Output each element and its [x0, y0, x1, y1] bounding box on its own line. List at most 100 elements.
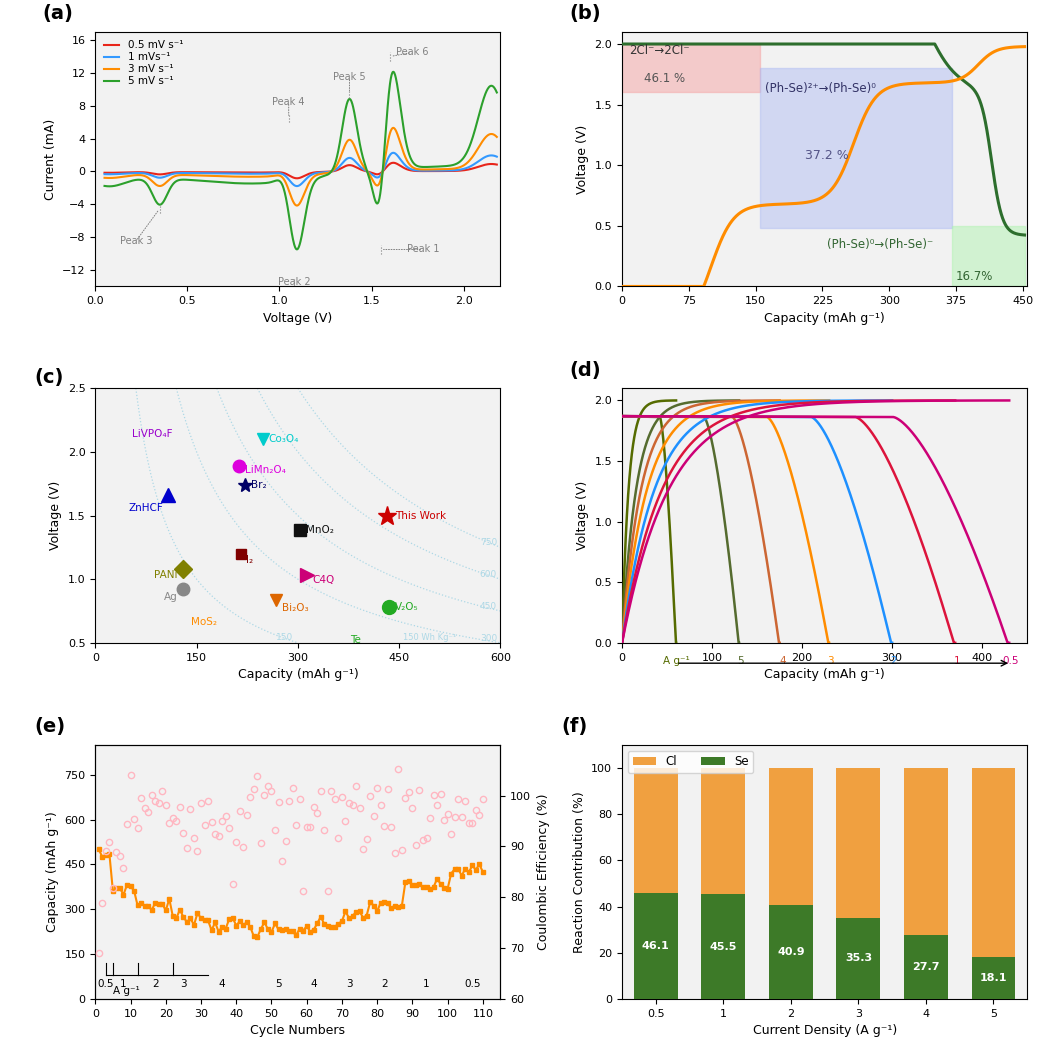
Text: (Ph-Se)⁰→(Ph-Se)⁻: (Ph-Se)⁰→(Ph-Se)⁻ — [827, 238, 933, 251]
3 mV s⁻¹ — [98, 171, 111, 184]
0.5 mV s⁻¹ — [367, 167, 380, 180]
Text: Ag: Ag — [164, 592, 178, 602]
Text: This Work: This Work — [395, 510, 446, 521]
Text: 0.5: 0.5 — [97, 979, 114, 989]
Text: 2: 2 — [151, 979, 159, 989]
3 mV s⁻¹ — [290, 199, 303, 212]
0.5 mV s⁻¹ — [257, 166, 270, 179]
Text: 3: 3 — [828, 656, 834, 665]
Text: 450: 450 — [480, 602, 497, 611]
Text: 4: 4 — [219, 979, 226, 989]
Text: 3: 3 — [180, 979, 186, 989]
Text: ZnHCF: ZnHCF — [128, 503, 163, 513]
1 mVs⁻¹ — [271, 167, 284, 180]
1 mVs⁻¹ — [387, 147, 399, 159]
Legend: 0.5 mV s⁻¹, 1 mVs⁻¹, 3 mV s⁻¹, 5 mV s⁻¹: 0.5 mV s⁻¹, 1 mVs⁻¹, 3 mV s⁻¹, 5 mV s⁻¹ — [101, 37, 186, 89]
Text: V₂O₅: V₂O₅ — [394, 603, 418, 612]
1 mVs⁻¹ — [367, 170, 380, 183]
Text: 600: 600 — [480, 570, 497, 579]
5 mV s⁻¹ — [367, 191, 380, 204]
Bar — [634, 893, 678, 999]
Text: 0.5: 0.5 — [464, 979, 481, 989]
Text: Peak 1: Peak 1 — [407, 244, 439, 254]
Text: (f): (f) — [561, 716, 588, 736]
Text: 4: 4 — [779, 656, 786, 665]
Text: A g⁻¹: A g⁻¹ — [663, 656, 689, 665]
Y-axis label: Current (mA): Current (mA) — [43, 119, 56, 200]
Text: 750: 750 — [480, 538, 497, 547]
3 mV s⁻¹ — [257, 170, 270, 183]
Line: 1 mVs⁻¹: 1 mVs⁻¹ — [105, 153, 497, 186]
5 mV s⁻¹ — [290, 243, 303, 256]
5 mV s⁻¹ — [257, 176, 270, 189]
Text: MoS₂: MoS₂ — [191, 618, 217, 627]
Text: 1: 1 — [954, 656, 961, 665]
Text: 0.5: 0.5 — [1003, 656, 1019, 665]
Text: A g⁻¹: A g⁻¹ — [113, 986, 140, 996]
0.5 mV s⁻¹ — [405, 164, 417, 176]
Text: 2Cl⁻→2Cl⁻: 2Cl⁻→2Cl⁻ — [629, 44, 689, 56]
X-axis label: Capacity (mAh g⁻¹): Capacity (mAh g⁻¹) — [765, 669, 885, 681]
Bar — [837, 917, 880, 999]
Text: I₂: I₂ — [246, 555, 253, 566]
X-axis label: Capacity (mAh g⁻¹): Capacity (mAh g⁻¹) — [237, 669, 358, 681]
Text: 27.7: 27.7 — [912, 962, 939, 973]
Line: 0.5 mV s⁻¹: 0.5 mV s⁻¹ — [105, 163, 497, 179]
Text: 3: 3 — [345, 979, 353, 989]
Bar — [837, 767, 880, 917]
Bar — [904, 767, 948, 935]
Text: Br₂: Br₂ — [251, 480, 266, 490]
Legend: Cl, Se: Cl, Se — [628, 750, 753, 773]
Text: 1: 1 — [424, 979, 430, 989]
3 mV s⁻¹ — [139, 170, 151, 183]
1 mVs⁻¹ — [139, 167, 151, 180]
Y-axis label: Reaction Contribution (%): Reaction Contribution (%) — [573, 791, 586, 952]
0.5 mV s⁻¹ — [490, 158, 503, 171]
X-axis label: Voltage (V): Voltage (V) — [264, 311, 333, 324]
Bar — [769, 767, 813, 905]
5 mV s⁻¹ — [271, 174, 284, 187]
Text: LiMn₂O₄: LiMn₂O₄ — [245, 465, 286, 475]
Text: 16.7%: 16.7% — [956, 270, 993, 284]
Text: Peak 4: Peak 4 — [272, 97, 305, 106]
Text: 5: 5 — [737, 656, 744, 665]
1 mVs⁻¹ — [98, 168, 111, 181]
1 mVs⁻¹ — [490, 150, 503, 163]
Text: Peak 2: Peak 2 — [277, 277, 310, 287]
Text: MnO₂: MnO₂ — [306, 524, 334, 535]
X-axis label: Capacity (mAh g⁻¹): Capacity (mAh g⁻¹) — [765, 311, 885, 324]
3 mV s⁻¹ — [412, 163, 425, 175]
3 mV s⁻¹ — [387, 121, 399, 134]
Bar — [904, 935, 948, 999]
Text: (Ph-Se)²⁺→(Ph-Se)⁰: (Ph-Se)²⁺→(Ph-Se)⁰ — [765, 83, 876, 96]
Bar — [760, 68, 952, 229]
Text: 40.9: 40.9 — [777, 947, 805, 957]
Text: 300: 300 — [480, 634, 497, 643]
1 mVs⁻¹ — [405, 163, 417, 175]
X-axis label: Cycle Numbers: Cycle Numbers — [250, 1025, 345, 1037]
3 mV s⁻¹ — [490, 131, 503, 144]
X-axis label: Current Density (A g⁻¹): Current Density (A g⁻¹) — [753, 1025, 897, 1037]
Bar — [769, 905, 813, 999]
5 mV s⁻¹ — [490, 86, 503, 99]
Text: 46.1 %: 46.1 % — [644, 71, 685, 85]
0.5 mV s⁻¹ — [412, 165, 425, 178]
1 mVs⁻¹ — [290, 180, 303, 192]
Text: 45.5: 45.5 — [710, 942, 737, 951]
0.5 mV s⁻¹ — [271, 166, 284, 179]
Y-axis label: Voltage (V): Voltage (V) — [576, 480, 589, 551]
Text: LiVPO₄F: LiVPO₄F — [132, 429, 173, 439]
Text: PANi: PANi — [155, 571, 178, 580]
Text: (b): (b) — [570, 4, 602, 23]
Text: 2: 2 — [381, 979, 388, 989]
Y-axis label: Voltage (V): Voltage (V) — [576, 124, 589, 193]
5 mV s⁻¹ — [98, 180, 111, 192]
0.5 mV s⁻¹ — [98, 167, 111, 180]
Text: (a): (a) — [42, 4, 73, 23]
Bar — [971, 767, 1016, 958]
Text: 150 Wh Kg⁻¹: 150 Wh Kg⁻¹ — [403, 634, 456, 642]
Text: Peak 6: Peak 6 — [396, 48, 428, 57]
1 mVs⁻¹ — [257, 167, 270, 180]
Text: Peak 3: Peak 3 — [120, 236, 152, 247]
Text: 37.2 %: 37.2 % — [805, 149, 848, 163]
